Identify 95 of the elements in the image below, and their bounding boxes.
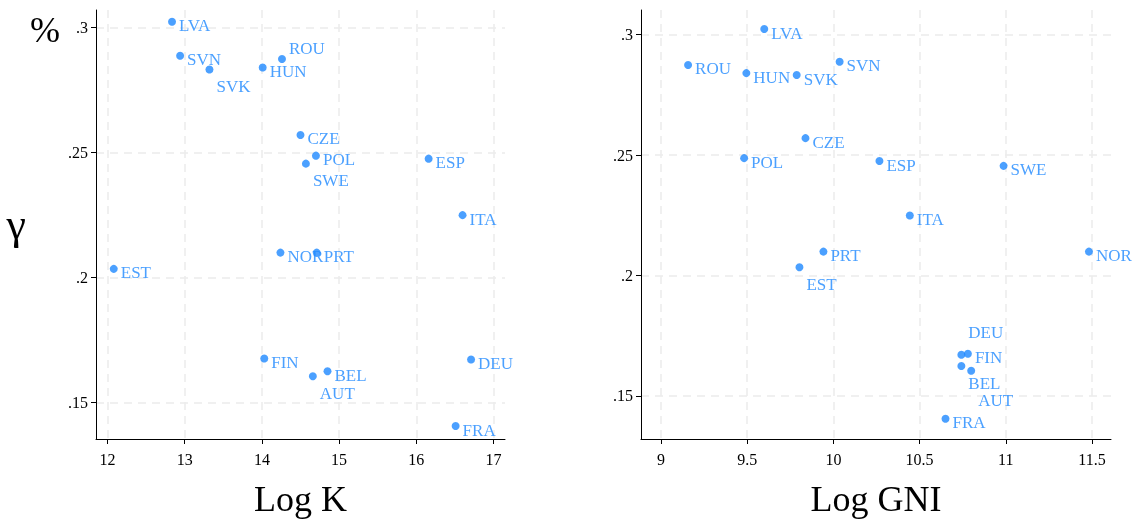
point xyxy=(276,248,285,257)
point xyxy=(301,159,310,168)
x-axis-title: Log K xyxy=(254,479,347,519)
point xyxy=(277,54,286,63)
x-tick-label: 14 xyxy=(253,450,270,468)
data-label: NOR xyxy=(287,247,324,267)
data-label: FIN xyxy=(974,348,1003,368)
data-label: BEL xyxy=(968,373,1001,393)
y-tick-label: .3 xyxy=(621,26,633,44)
data-label: PRT xyxy=(830,246,862,266)
data-label: AUT xyxy=(319,383,356,403)
point xyxy=(684,60,693,69)
data-label: ITA xyxy=(469,209,498,229)
point xyxy=(168,17,177,26)
x-tick-label: 13 xyxy=(176,450,193,468)
x-tick-label: 10.5 xyxy=(905,450,934,468)
data-label: CZE xyxy=(812,132,845,152)
y-tick-label: .15 xyxy=(613,387,633,405)
point xyxy=(792,71,801,80)
y-tick-label: .3 xyxy=(76,18,88,36)
point xyxy=(742,69,751,78)
x-tick-label: 9 xyxy=(657,450,665,468)
data-label: PRT xyxy=(323,247,355,267)
point xyxy=(451,422,460,431)
y-axis-title: γ xyxy=(5,200,26,249)
data-label: ESP xyxy=(886,155,916,175)
data-label: SVN xyxy=(846,56,881,76)
x-tick-label: 9.5 xyxy=(737,450,758,468)
data-label: HUN xyxy=(269,61,307,81)
y-tick-label: .15 xyxy=(68,393,88,411)
point xyxy=(967,366,976,375)
point xyxy=(941,414,950,423)
data-label: ESP xyxy=(435,153,465,173)
data-label: DEU xyxy=(968,323,1004,343)
y-tick-label: .25 xyxy=(68,143,88,161)
point xyxy=(957,350,966,359)
point xyxy=(109,264,118,273)
x-tick-label: 17 xyxy=(485,450,502,468)
data-label: AUT xyxy=(978,391,1014,411)
data-label: SVK xyxy=(803,69,839,89)
point xyxy=(424,154,433,163)
point xyxy=(963,349,972,358)
point xyxy=(260,354,269,363)
data-label: SWE xyxy=(1010,160,1047,180)
point xyxy=(957,362,966,371)
data-label: FRA xyxy=(462,420,497,440)
x-axis-title: Log GNI xyxy=(810,479,942,519)
y-tick-label: .25 xyxy=(613,146,633,164)
data-label: FRA xyxy=(952,413,987,433)
point xyxy=(176,51,185,60)
point xyxy=(296,130,305,139)
point xyxy=(205,65,214,74)
data-label: DEU xyxy=(478,354,513,374)
point xyxy=(467,355,476,364)
x-tick-label: 10 xyxy=(825,450,842,468)
data-label: FIN xyxy=(271,353,299,373)
data-label: CZE xyxy=(307,129,340,149)
data-label: ROU xyxy=(695,59,731,79)
data-label: SWE xyxy=(312,171,349,191)
point xyxy=(258,63,267,72)
text: % xyxy=(30,10,60,50)
point xyxy=(740,154,749,163)
data-label: ROU xyxy=(288,39,325,59)
data-label: EST xyxy=(806,274,838,294)
y-tick-label: .2 xyxy=(76,268,88,286)
data-label: HUN xyxy=(753,67,791,87)
x-tick-label: 12 xyxy=(99,450,116,468)
point xyxy=(458,211,467,220)
x-tick-label: 11.5 xyxy=(1078,450,1106,468)
point xyxy=(323,367,332,376)
point xyxy=(819,247,828,256)
data-label: POL xyxy=(751,152,784,172)
data-label: EST xyxy=(120,263,152,283)
data-label: LVA xyxy=(771,23,804,43)
data-label: POL xyxy=(322,150,356,170)
data-label: NOR xyxy=(1095,246,1132,266)
point xyxy=(999,161,1008,170)
data-label: SVN xyxy=(187,50,222,70)
point xyxy=(311,151,320,160)
point xyxy=(1084,247,1093,256)
point xyxy=(875,157,884,166)
point xyxy=(905,211,914,220)
point xyxy=(835,57,844,66)
x-tick-label: 11 xyxy=(998,450,1014,468)
x-tick-label: 15 xyxy=(331,450,348,468)
point xyxy=(795,263,804,272)
x-tick-label: 16 xyxy=(408,450,425,468)
point xyxy=(760,25,769,34)
point xyxy=(801,134,810,143)
data-label: ITA xyxy=(916,209,945,229)
data-label: LVA xyxy=(179,16,211,36)
data-label: SVK xyxy=(216,76,252,96)
data-label: BEL xyxy=(334,365,367,385)
point xyxy=(308,372,317,381)
y-tick-label: .2 xyxy=(621,266,633,284)
